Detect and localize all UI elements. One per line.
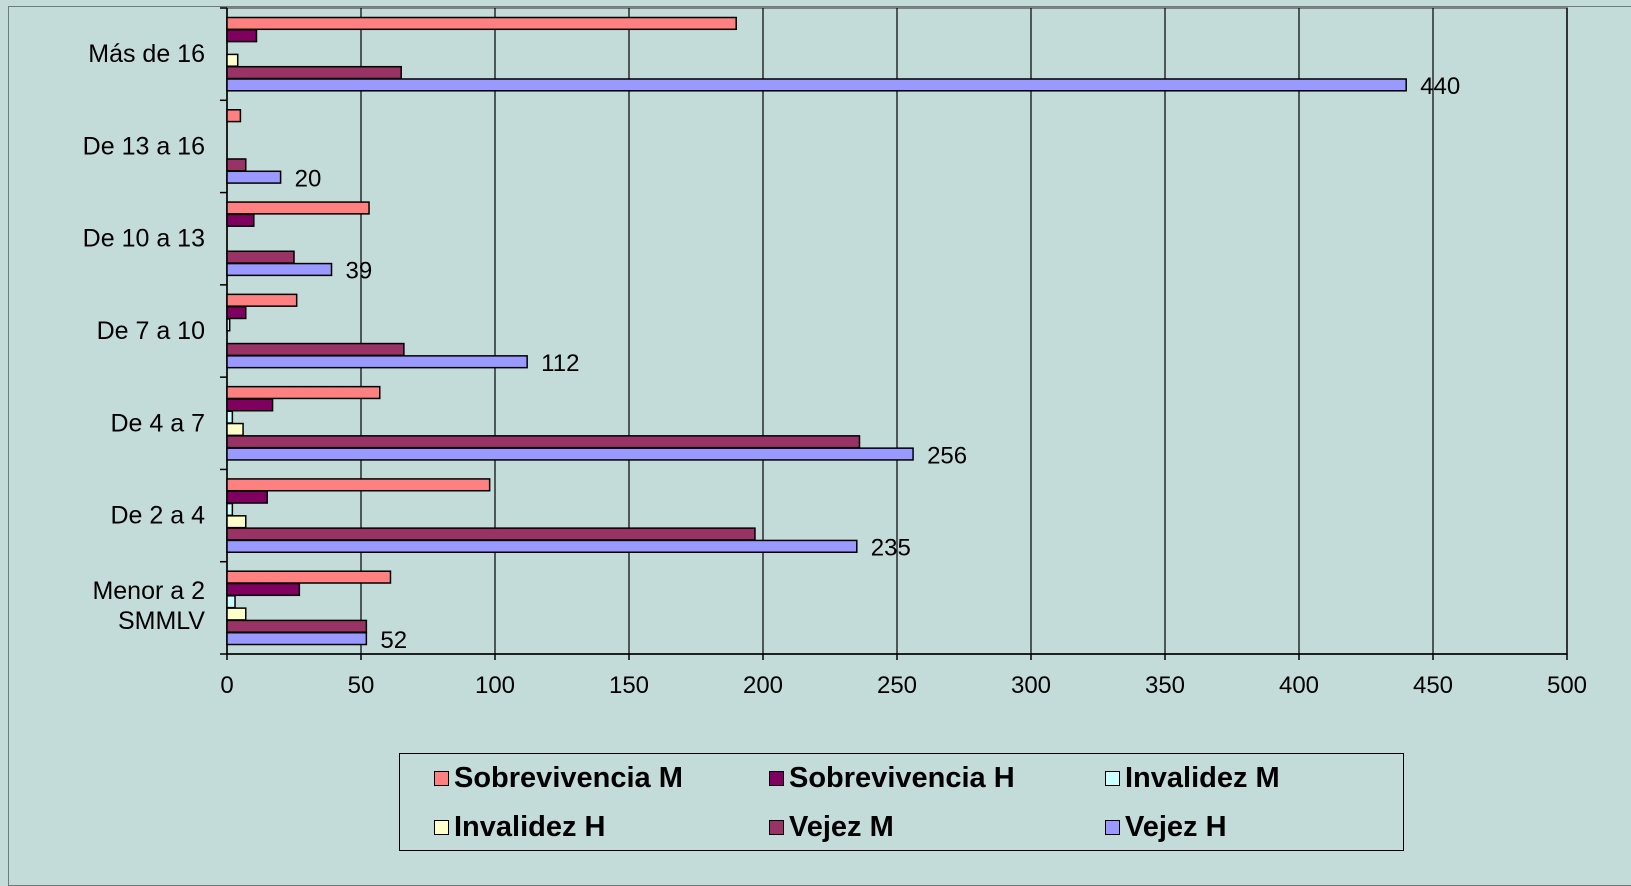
legend-label: Invalidez M xyxy=(1125,762,1280,794)
x-tick-label: 0 xyxy=(220,672,233,699)
category-label: De 7 a 10 xyxy=(97,317,205,345)
bar xyxy=(226,201,370,215)
legend-swatch xyxy=(769,771,784,786)
bar xyxy=(226,109,242,123)
bar xyxy=(226,65,402,80)
data-label: 52 xyxy=(380,627,407,654)
category-label: SMMLV xyxy=(118,607,205,635)
bar xyxy=(226,250,295,264)
bar xyxy=(226,410,234,424)
data-label: 20 xyxy=(295,165,322,192)
x-tick-label: 400 xyxy=(1279,672,1319,699)
bar xyxy=(226,490,268,504)
x-tick-label: 300 xyxy=(1011,672,1051,699)
bar xyxy=(226,447,914,461)
legend-label: Sobrevivencia H xyxy=(789,762,1015,794)
category-label: De 10 a 13 xyxy=(83,225,205,253)
bar xyxy=(226,631,368,646)
bar xyxy=(226,422,244,437)
bar xyxy=(226,435,861,449)
category-label: Menor a 2 xyxy=(92,577,205,605)
bar xyxy=(226,539,858,553)
legend-item: Vejez H xyxy=(1105,811,1227,844)
bar xyxy=(226,570,392,584)
legend-label: Vejez H xyxy=(1125,811,1227,843)
bar xyxy=(226,478,491,492)
bar xyxy=(226,318,231,332)
data-label: 39 xyxy=(346,258,373,285)
category-label: De 13 a 16 xyxy=(83,132,205,160)
legend-item: Sobrevivencia H xyxy=(769,762,1015,795)
data-label: 112 xyxy=(541,350,579,377)
bar xyxy=(226,213,255,227)
x-tick-label: 50 xyxy=(348,672,375,699)
x-tick-label: 250 xyxy=(877,672,917,699)
bar xyxy=(226,515,247,529)
bar xyxy=(226,607,247,621)
legend-swatch xyxy=(1105,771,1120,786)
bar-chart: 0 50 100 150 200 250 300 350 400 450 500 52 Menor a … xyxy=(83,7,1587,699)
bar xyxy=(226,293,298,307)
bar xyxy=(226,398,274,412)
bar xyxy=(226,385,381,400)
chart-legend: Sobrevivencia M Sobrevivencia H Invalidez … xyxy=(399,753,1404,851)
x-tick-label: 450 xyxy=(1413,672,1453,699)
legend-label: Invalidez H xyxy=(454,811,606,843)
category-label: Más de 16 xyxy=(88,40,205,68)
bar xyxy=(226,16,737,31)
bar xyxy=(226,53,239,67)
x-tick-label: 350 xyxy=(1145,672,1185,699)
bar xyxy=(226,619,368,633)
data-label: 235 xyxy=(871,535,911,562)
bar xyxy=(226,262,333,277)
category-label: De 2 a 4 xyxy=(110,502,205,530)
legend-label: Vejez M xyxy=(789,811,894,843)
bar xyxy=(226,305,247,320)
bar xyxy=(226,582,301,597)
category-label: De 4 a 7 xyxy=(110,409,205,437)
bar xyxy=(226,158,247,172)
x-tick-label: 100 xyxy=(475,672,515,699)
legend-swatch xyxy=(434,771,449,786)
data-label: 440 xyxy=(1420,73,1460,100)
legend-item: Invalidez H xyxy=(434,811,606,844)
x-tick-label: 150 xyxy=(609,672,649,699)
bar xyxy=(226,502,234,517)
bar xyxy=(226,29,258,43)
legend-swatch xyxy=(434,820,449,835)
x-tick-label: 200 xyxy=(743,672,783,699)
bar xyxy=(226,527,756,541)
bar xyxy=(226,355,528,369)
bar xyxy=(226,342,405,357)
data-label: 256 xyxy=(927,442,967,469)
legend-item: Invalidez M xyxy=(1105,762,1280,795)
legend-swatch xyxy=(769,820,784,835)
legend-item: Vejez M xyxy=(769,811,894,844)
bar xyxy=(226,595,236,609)
bar xyxy=(226,170,282,184)
legend-swatch xyxy=(1105,820,1120,835)
legend-item: Sobrevivencia M xyxy=(434,762,683,795)
legend-label: Sobrevivencia M xyxy=(454,762,683,794)
x-tick-label: 500 xyxy=(1547,672,1587,699)
bar xyxy=(226,78,1407,92)
